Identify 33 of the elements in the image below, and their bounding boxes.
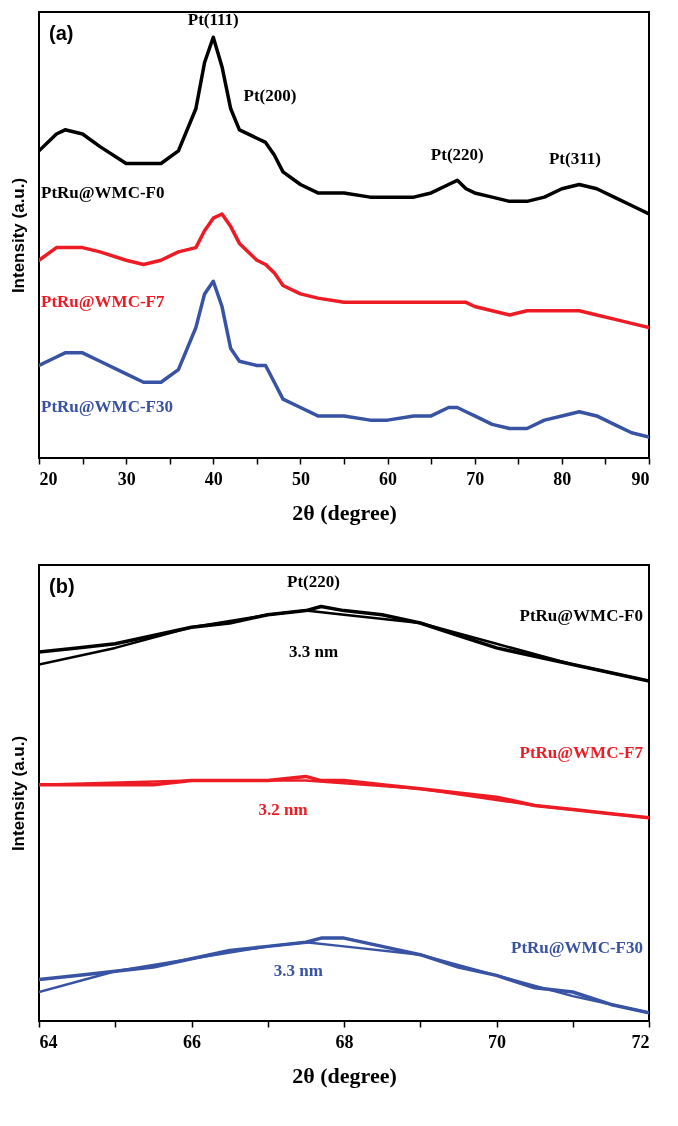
annotation: Pt(220): [430, 145, 484, 165]
x-tick-label: 50: [291, 468, 310, 489]
text: PtRu@WMC-F7: [519, 742, 644, 762]
x-tick-label: 30: [117, 468, 136, 489]
series-label: PtRu@WMC-F30: [41, 397, 173, 417]
x-tick-label: 70: [488, 1031, 506, 1052]
x-tick-label: 40: [204, 468, 223, 489]
x-tick-label: 66: [183, 1031, 201, 1052]
x-axis-title: 2θ (degree): [292, 499, 397, 525]
annotation: Pt(311): [548, 149, 601, 169]
text: Pt(220): [287, 571, 340, 591]
y-axis-title: Intensity (a.u.): [8, 177, 28, 294]
annotation: (a): [49, 22, 74, 44]
series-label: PtRu@WMC-F30: [511, 937, 643, 957]
x-tick-label: 20: [39, 468, 58, 489]
x-tick-label: 70: [466, 468, 485, 489]
x-tick-label: 68: [335, 1031, 354, 1052]
series-label: PtRu@WMC-F0: [519, 606, 643, 626]
x-tick-label: 72: [631, 1031, 650, 1052]
annotation: Pt(200): [243, 86, 297, 106]
annotation: 3.3 nm: [273, 961, 323, 981]
text: (b): [49, 575, 75, 597]
series-label: PtRu@WMC-F0: [41, 182, 165, 202]
x-tick-label: 64: [39, 1031, 58, 1052]
x-tick-label: 60: [379, 468, 398, 489]
y-axis-title: Intensity (a.u.): [8, 735, 28, 852]
series-label: PtRu@WMC-F7: [41, 292, 165, 312]
text: Pt(111): [187, 10, 239, 30]
annotation: 3.3 nm: [288, 642, 339, 662]
annotation: 3.2 nm: [258, 799, 308, 819]
x-tick-label: 80: [553, 468, 572, 489]
x-axis-title: 2θ (degree): [292, 1062, 397, 1088]
x-tick-label: 90: [631, 468, 650, 489]
